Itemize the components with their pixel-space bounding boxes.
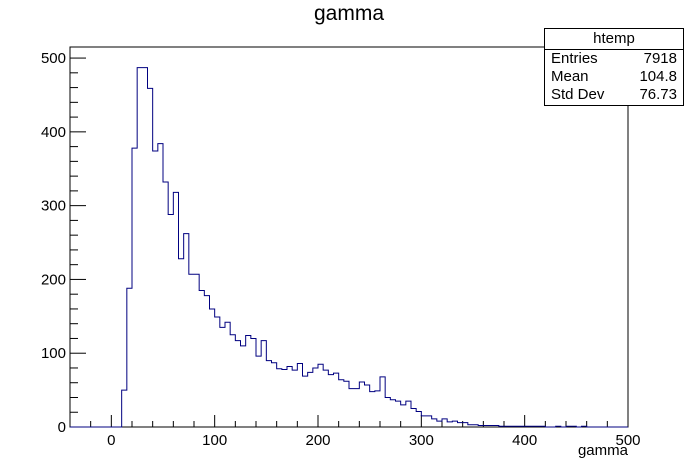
- y-tick-label: 200: [41, 271, 66, 288]
- x-tick-label: 100: [202, 432, 227, 449]
- stats-value: 104.8: [639, 68, 677, 85]
- stats-row-mean: Mean 104.8: [545, 68, 683, 86]
- x-tick-label: 0: [107, 432, 115, 449]
- stats-row-stddev: Std Dev 76.73: [545, 86, 683, 104]
- chart-title: gamma: [313, 2, 385, 25]
- x-tick-label: 200: [305, 432, 330, 449]
- stats-label: Std Dev: [551, 86, 605, 103]
- stats-value: 76.73: [639, 86, 677, 103]
- x-tick-label: 300: [409, 432, 434, 449]
- plot-frame: [69, 46, 629, 428]
- y-tick-label: 400: [41, 124, 66, 141]
- y-tick-label: 500: [41, 50, 66, 67]
- x-tick-label: 500: [615, 432, 640, 449]
- stats-label: Entries: [551, 50, 598, 67]
- x-axis-title: gamma: [577, 442, 628, 459]
- stats-value: 7918: [643, 50, 677, 67]
- y-tick-label: 300: [41, 198, 66, 215]
- stats-label: Mean: [551, 68, 589, 85]
- x-tick-label: 400: [512, 432, 537, 449]
- stats-title: htemp: [545, 29, 683, 50]
- axis-tick-labels: 0 100 200 300 400 500 0 100 200 300 400 500: [41, 50, 641, 449]
- stats-box: htemp Entries 7918 Mean 104.8 Std Dev 76…: [544, 28, 684, 106]
- axis-ticks: [69, 57, 629, 428]
- y-tick-label: 100: [41, 345, 66, 362]
- histogram-line: [70, 67, 628, 428]
- stats-row-entries: Entries 7918: [545, 50, 683, 68]
- y-tick-label: 0: [58, 419, 66, 436]
